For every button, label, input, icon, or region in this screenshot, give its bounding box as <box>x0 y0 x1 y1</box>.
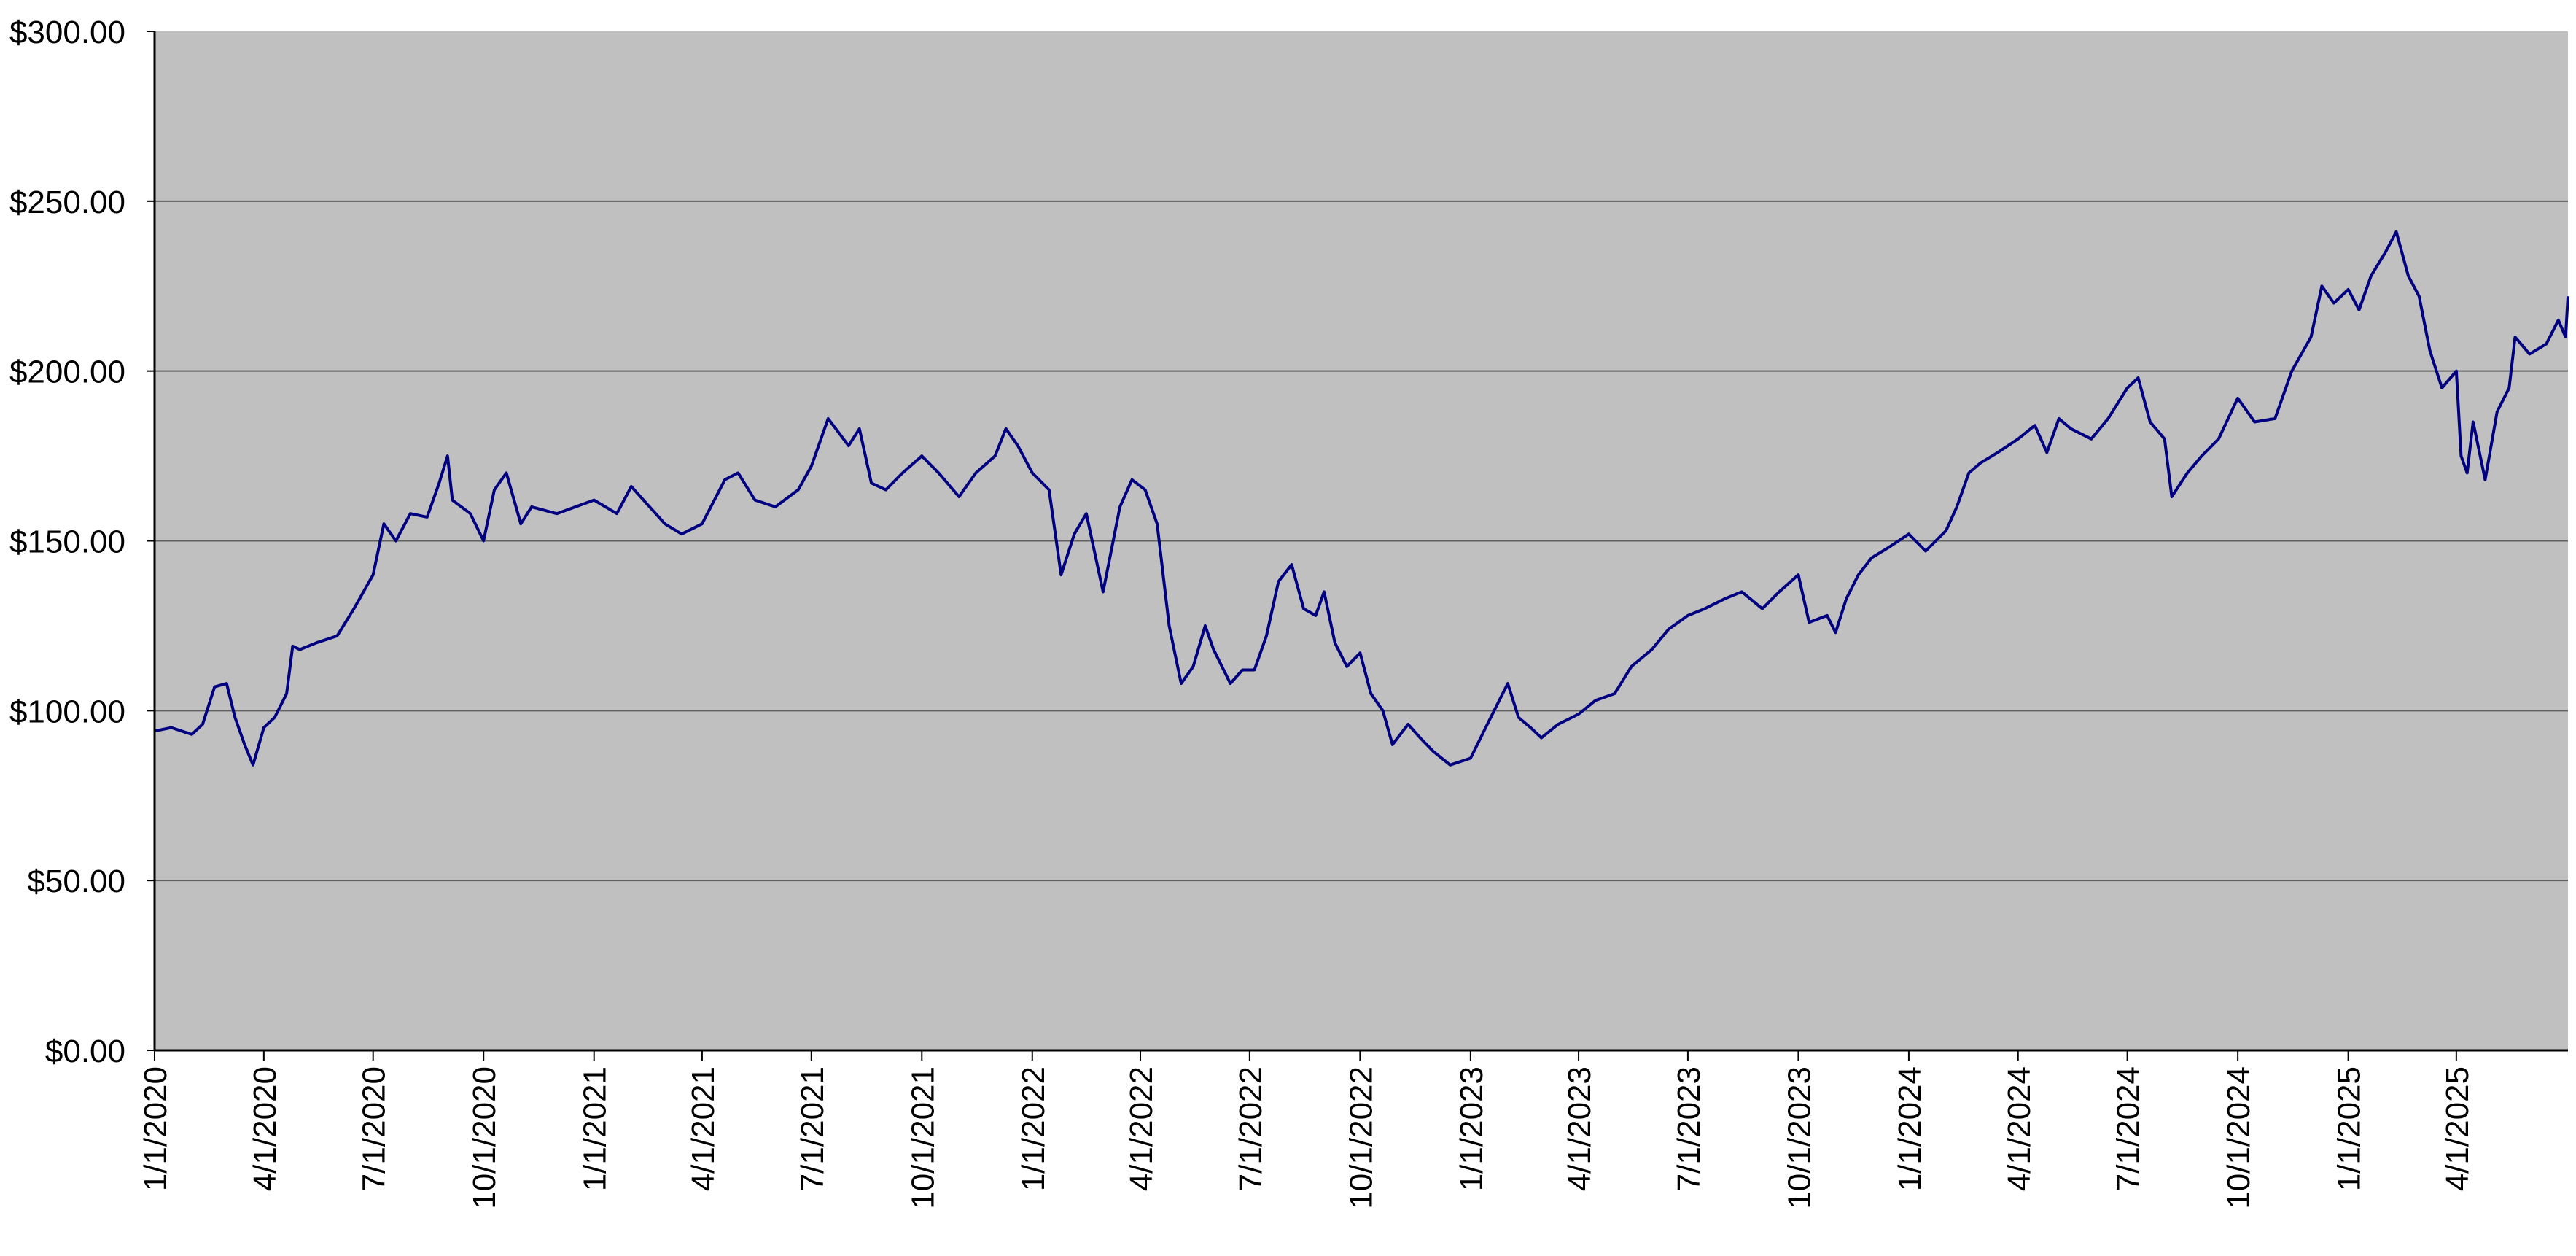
x-axis-tick-labels: 1/1/2020 4/1/2020 7/1/2020 10/1/2020 1/1/202… <box>138 1066 2475 1209</box>
y-tick-label: $250.00 <box>9 185 125 220</box>
series-line <box>154 230 2569 767</box>
price-series <box>154 230 2569 767</box>
x-tick-label: 1/1/2021 <box>577 1066 613 1191</box>
x-tick-label: 10/1/2021 <box>905 1066 941 1209</box>
y-tick-label: $150.00 <box>9 524 125 560</box>
x-tick-label: 10/1/2024 <box>2221 1066 2257 1209</box>
x-tick-label: 7/1/2023 <box>1671 1066 1707 1191</box>
x-tick-label: 4/1/2020 <box>247 1066 283 1191</box>
x-tick-label: 4/1/2021 <box>685 1066 721 1191</box>
x-tick-label: 1/1/2020 <box>138 1066 174 1191</box>
x-tick-label: 4/1/2024 <box>2001 1066 2037 1191</box>
x-tick-label: 4/1/2025 <box>2440 1066 2475 1191</box>
y-tick-label: $300.00 <box>9 15 125 50</box>
x-tick-label: 7/1/2024 <box>2111 1066 2147 1191</box>
y-tick-label: $100.00 <box>9 694 125 729</box>
x-tick-label: 10/1/2023 <box>1781 1066 1817 1209</box>
x-tick-label: 4/1/2022 <box>1124 1066 1159 1191</box>
x-tick-label: 1/1/2023 <box>1454 1066 1490 1191</box>
x-tick-label: 7/1/2022 <box>1233 1066 1269 1191</box>
x-tick-label: 7/1/2021 <box>795 1066 830 1191</box>
x-tick-label: 10/1/2020 <box>467 1066 502 1209</box>
x-tick-label: 4/1/2023 <box>1562 1066 1598 1191</box>
y-tick-label: $0.00 <box>45 1034 125 1069</box>
gridlines <box>147 31 2568 1061</box>
y-tick-label: $200.00 <box>9 354 125 390</box>
x-tick-label: 10/1/2022 <box>1343 1066 1379 1209</box>
y-axis-tick-labels: $0.00 $50.00 $100.00 $150.00 $200.00 $250.00 $… <box>9 15 125 1069</box>
x-tick-label: 1/1/2024 <box>1892 1066 1928 1191</box>
x-tick-label: 1/1/2025 <box>2332 1066 2367 1191</box>
y-tick-label: $50.00 <box>27 864 125 899</box>
axes <box>153 31 2568 1052</box>
x-tick-label: 7/1/2020 <box>357 1066 392 1191</box>
x-tick-label: 1/1/2022 <box>1016 1066 1051 1191</box>
